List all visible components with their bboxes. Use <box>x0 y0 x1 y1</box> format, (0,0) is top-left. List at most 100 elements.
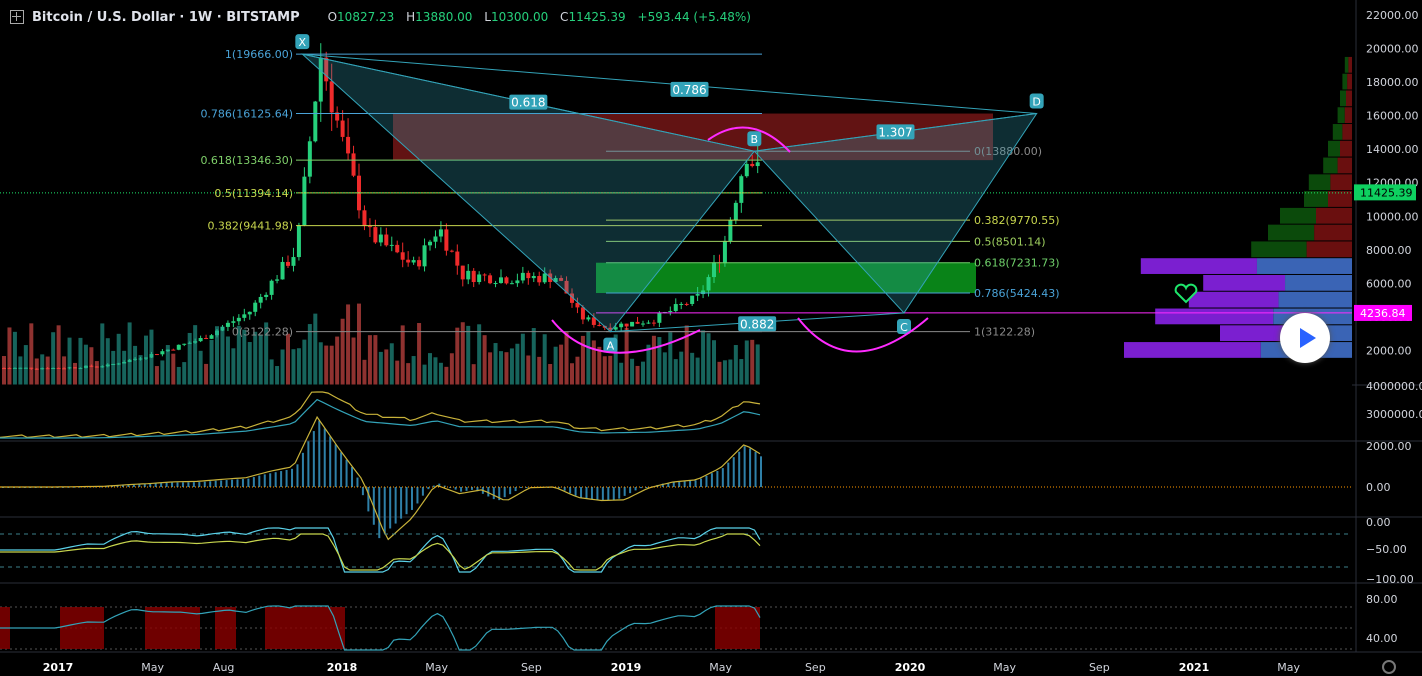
histogram-bar <box>165 482 168 487</box>
time-tick-label: Sep <box>521 661 542 674</box>
histogram-bar <box>225 480 228 487</box>
candle-body <box>488 275 493 284</box>
histogram-bar <box>700 478 703 487</box>
histogram-bar <box>192 482 195 487</box>
volume-bar <box>67 337 72 385</box>
volume-bar <box>89 347 94 385</box>
candle-body <box>182 343 187 345</box>
volume-profile-bar <box>1342 73 1348 90</box>
volume-bar <box>313 313 318 385</box>
price-axis-group: 22000.00 20000.00 18000.00 16000.00 14000.00… <box>1354 9 1419 357</box>
harmonic-pattern-group: X A B C D 0.618 0.786 1.307 0.882 <box>295 34 1044 353</box>
histogram-bar <box>520 487 523 488</box>
volume-bar <box>149 329 154 385</box>
candle-body <box>466 270 471 280</box>
indicator-tick-label: −50.00 <box>1366 543 1407 556</box>
expand-icon[interactable] <box>10 10 24 24</box>
fib-level-label: 0.5(8501.14) <box>974 235 1046 248</box>
time-tick-label: 2019 <box>611 661 642 674</box>
indicator-tick-label: 0.00 <box>1366 481 1391 494</box>
volume-bar <box>755 344 760 385</box>
volume-profile-bar <box>1348 56 1352 73</box>
histogram-bar <box>563 487 566 491</box>
histogram-bar <box>612 487 615 501</box>
candle-body <box>641 323 645 325</box>
histogram-bar <box>629 487 632 494</box>
volume-bar <box>542 334 547 385</box>
harmonic-ratio-badge <box>509 94 548 110</box>
symbol-title[interactable]: Bitcoin / U.S. Dollar · 1W · BITSTAMP <box>32 9 300 25</box>
candle-body <box>291 257 296 266</box>
candle-body <box>400 252 405 260</box>
histogram-bar <box>334 444 337 487</box>
histogram-bar <box>514 487 517 492</box>
volume-bar <box>171 353 176 385</box>
volume-bar <box>165 345 170 385</box>
volume-bar <box>176 366 181 385</box>
candle-body <box>417 260 422 267</box>
magenta-arc <box>797 317 929 353</box>
demand-zone <box>596 262 976 294</box>
candle-body <box>444 229 449 251</box>
volume-bar <box>679 351 684 385</box>
candle-body <box>509 283 514 285</box>
histogram-bar <box>503 487 506 498</box>
candle-body <box>225 322 230 327</box>
volume-bar <box>635 365 640 385</box>
histogram-bar <box>476 487 479 492</box>
indicator-line <box>0 391 761 439</box>
low-label: L <box>484 10 491 24</box>
histogram-bar <box>623 487 626 496</box>
price-tick-label: 20000.00 <box>1366 43 1419 56</box>
volume-bar <box>329 345 334 385</box>
volume-bar <box>116 333 121 385</box>
histogram-bar <box>252 477 255 487</box>
volume-bar <box>744 340 749 385</box>
histogram-bar <box>661 483 664 487</box>
histogram-bar <box>269 473 272 487</box>
volume-bar <box>559 344 564 385</box>
candle-body <box>449 250 454 252</box>
histogram-bar <box>640 487 643 489</box>
volume-bar <box>433 357 438 385</box>
harmonic-point-marker <box>603 337 618 353</box>
volume-bar <box>29 323 34 385</box>
magenta-arc <box>707 126 791 153</box>
histogram-bar <box>454 487 457 490</box>
histogram-bar <box>525 487 528 488</box>
histogram-bar <box>716 471 719 487</box>
volume-bar <box>307 324 312 385</box>
volume-profile-bar <box>1347 73 1352 90</box>
volume-bar <box>209 339 214 385</box>
histogram-bar <box>427 487 430 490</box>
volume-bar <box>253 331 258 385</box>
histogram-bar <box>143 484 146 487</box>
histogram-bar <box>405 487 408 515</box>
harmonic-point-label: D <box>1032 96 1040 109</box>
histogram-bar <box>432 485 435 487</box>
volume-bar <box>56 325 61 385</box>
histogram-bar <box>732 457 735 487</box>
candle-body <box>160 351 165 355</box>
gear-icon[interactable] <box>1382 660 1396 674</box>
volume-bar <box>662 352 667 385</box>
play-button[interactable] <box>1280 313 1330 363</box>
histogram-bar <box>710 473 713 487</box>
close-value: 11425.39 <box>568 10 626 24</box>
volume-bar <box>236 325 241 385</box>
candle-body <box>695 294 700 296</box>
histogram-bar <box>154 483 157 487</box>
histogram-bar <box>241 478 244 487</box>
volume-bar <box>750 339 755 385</box>
volume-bar <box>45 356 50 385</box>
candle-body <box>264 294 269 297</box>
histogram-bar <box>410 487 413 510</box>
time-tick-label: 2018 <box>327 661 358 674</box>
chart-header: Bitcoin / U.S. Dollar · 1W · BITSTAMP O1… <box>0 0 1350 34</box>
heart-icon <box>1174 283 1198 304</box>
volume-bar <box>460 322 465 385</box>
candle-body <box>198 337 203 342</box>
overbought-band <box>265 607 345 649</box>
fib-level-label: 1(19666.00) <box>225 48 293 61</box>
